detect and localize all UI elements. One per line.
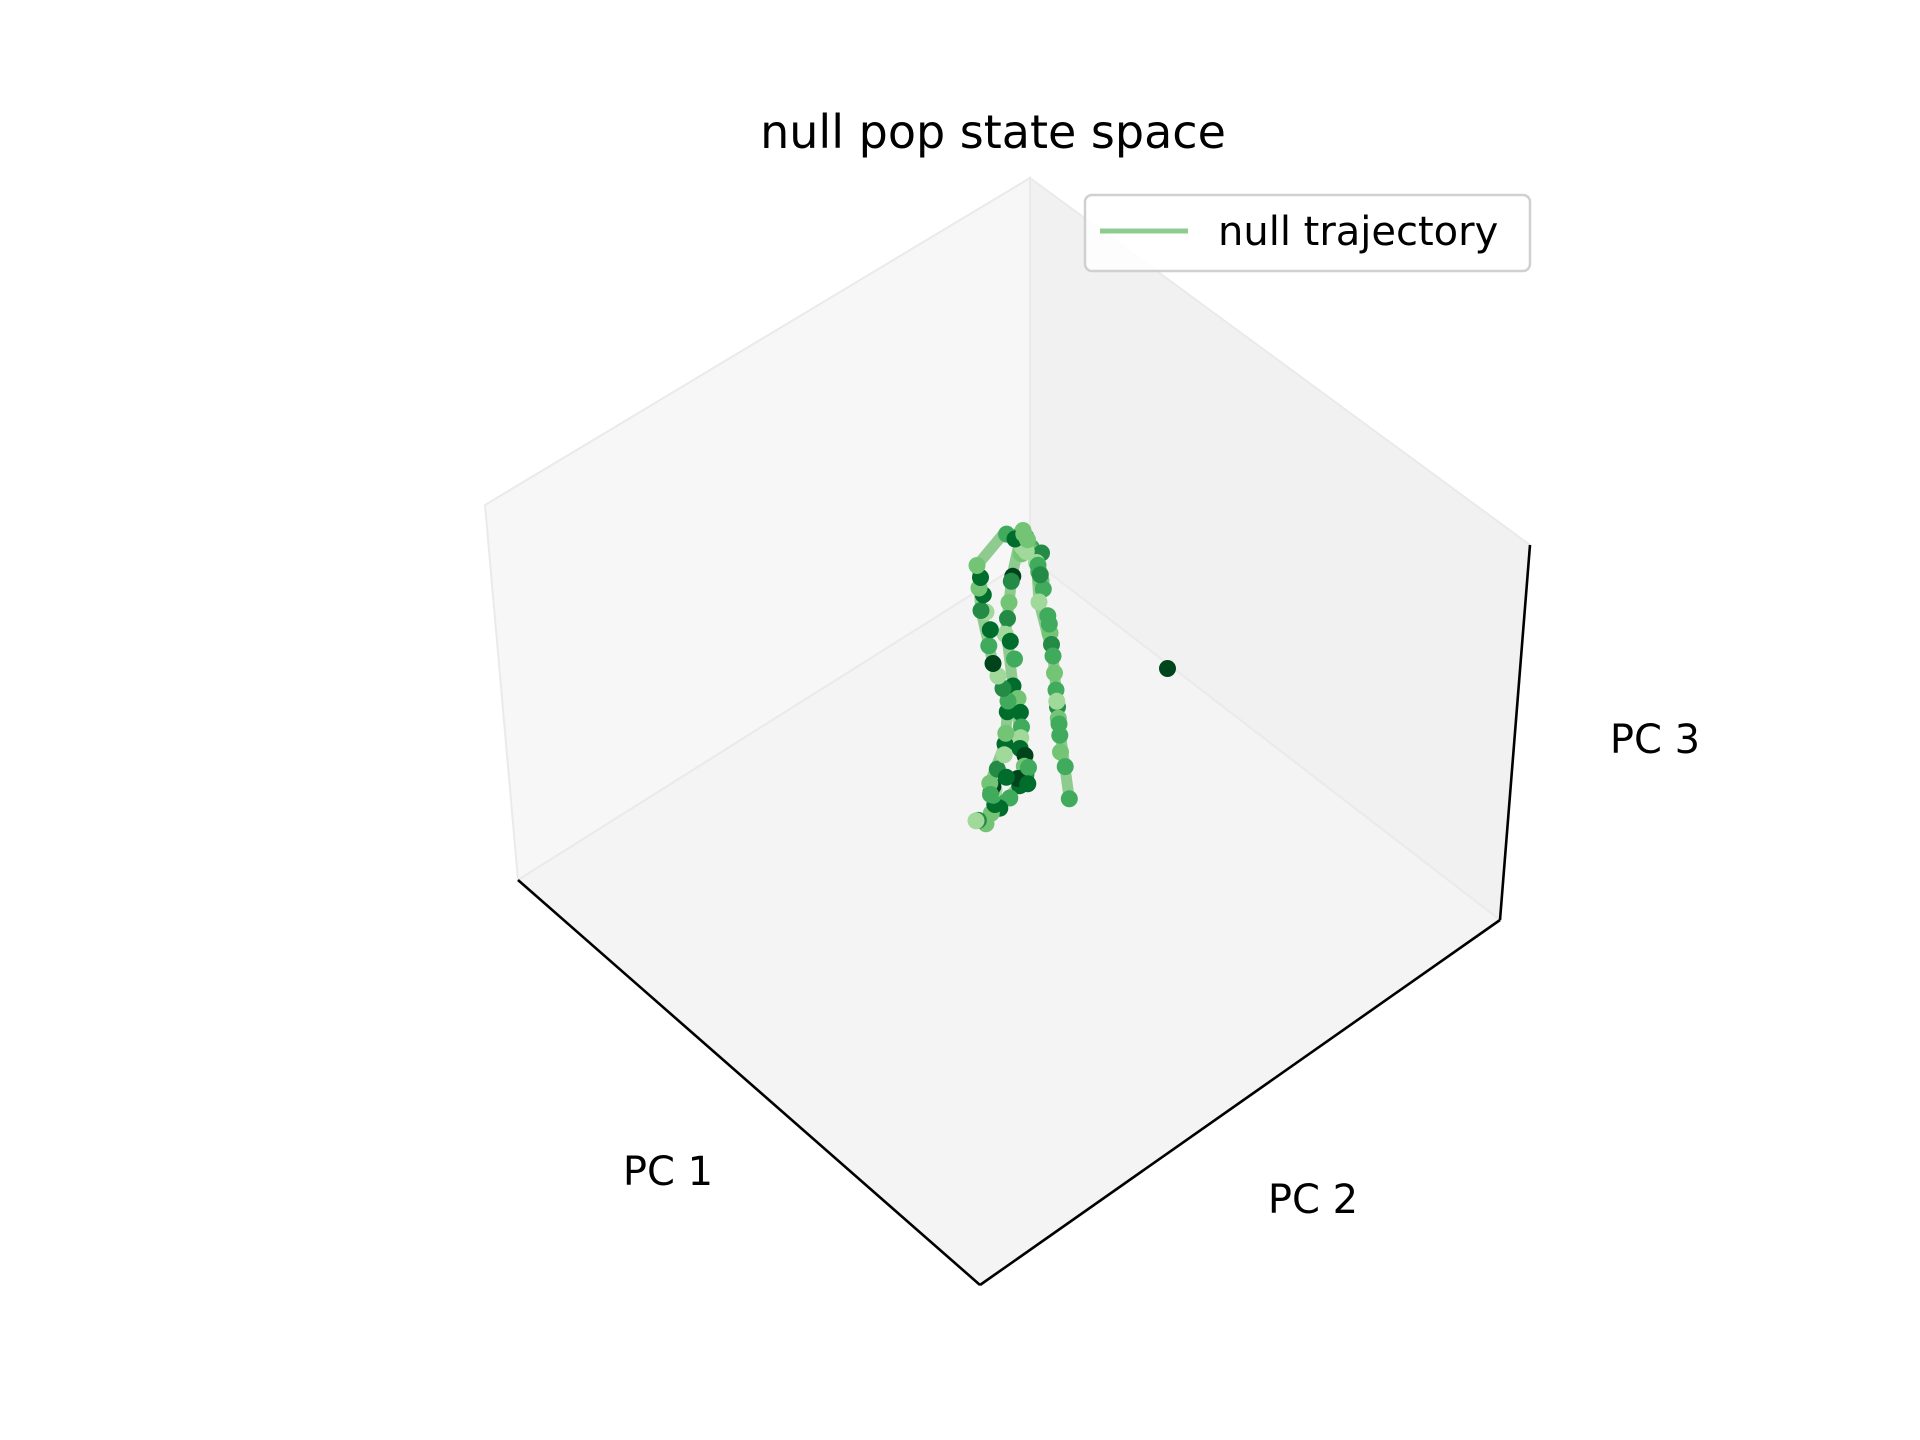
data-point <box>1048 692 1066 710</box>
points-layer <box>967 522 1176 833</box>
data-point <box>982 786 999 803</box>
data-point <box>997 724 1015 742</box>
pc1-axis-line <box>517 879 981 1286</box>
data-point <box>1002 572 1020 590</box>
data-point <box>1052 743 1069 761</box>
data-point <box>1159 660 1176 677</box>
data-point <box>968 557 986 574</box>
data-point <box>1006 650 1023 668</box>
data-point <box>1019 775 1037 793</box>
x-axis-label: PC 1 <box>623 1149 713 1195</box>
data-point <box>1030 593 1048 611</box>
data-point <box>981 621 999 639</box>
z-axis-label: PC 3 <box>1610 717 1700 763</box>
data-point <box>1056 758 1074 776</box>
data-point <box>1046 664 1063 682</box>
data-point <box>1044 647 1062 665</box>
data-point <box>1031 566 1049 584</box>
data-point <box>1040 615 1058 633</box>
legend: null trajectory <box>1083 193 1532 273</box>
data-point <box>1020 759 1037 776</box>
chart-title: null pop state space <box>760 105 1226 159</box>
y-axis-label: PC 2 <box>1268 1177 1358 1223</box>
data-point <box>1060 790 1078 808</box>
legend-label: null trajectory <box>1218 209 1498 255</box>
data-point <box>980 637 998 655</box>
data-point <box>1001 632 1019 650</box>
data-point <box>1011 703 1029 721</box>
data-point <box>995 746 1013 764</box>
pc3-axis-line <box>1498 544 1532 921</box>
data-point <box>1000 594 1018 611</box>
data-point <box>999 610 1016 627</box>
pc2-axis-line <box>979 918 1501 1287</box>
data-point <box>997 768 1015 786</box>
data-point <box>1019 531 1036 549</box>
legend-box <box>1083 193 1532 273</box>
data-point <box>967 812 985 830</box>
data-point <box>972 602 990 619</box>
data-point <box>984 655 1002 672</box>
data-point <box>1034 580 1052 598</box>
data-point <box>1051 726 1069 744</box>
